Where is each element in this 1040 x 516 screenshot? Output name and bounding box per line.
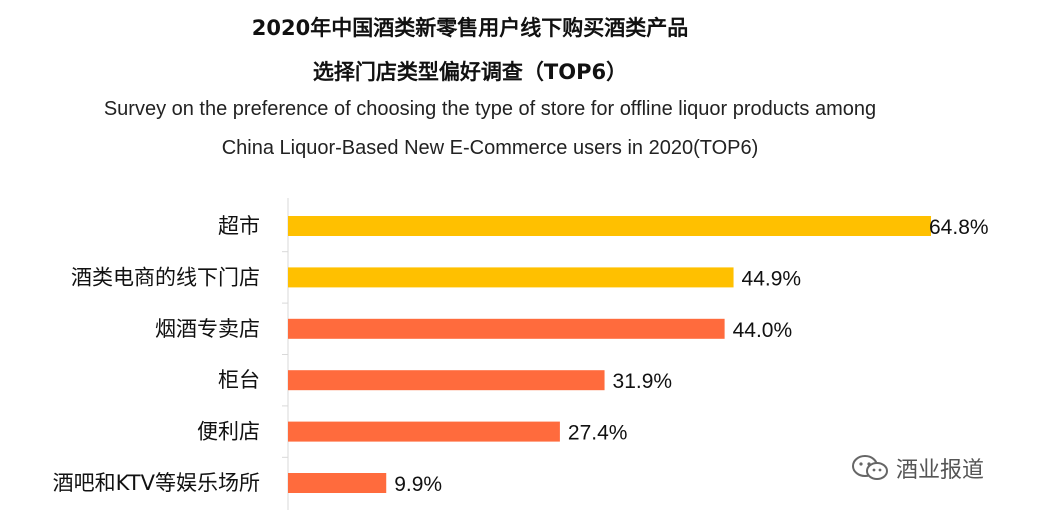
bar [288,318,725,339]
category-label: 烟酒专卖店 [155,317,260,341]
value-label: 31.9% [613,370,673,393]
value-label: 44.0% [733,319,793,342]
chart-title-en-line2: China Liquor-Based New E-Commerce users … [221,137,759,159]
value-label: 44.9% [742,267,802,290]
bar [288,421,560,442]
bar [288,216,932,236]
value-label: 27.4% [568,422,628,445]
chart-title-zh-line2: 选择门店类型偏好调查（TOP6） [312,60,628,84]
watermark-text: 酒业报道 [896,458,985,483]
chart-title-zh-line1: 2020年中国酒类新零售用户线下购买酒类产品 [251,16,689,40]
wechat-icon [852,455,888,480]
watermark: 酒业报道 [850,452,984,484]
category-label: 酒类电商的线下门店 [71,265,260,289]
value-label: 9.9% [394,473,442,496]
category-label: 柜台 [218,368,260,392]
bar [288,267,734,288]
category-label: 超市 [218,214,260,238]
value-label: 64.8% [929,216,989,239]
bar [288,473,387,493]
category-label: 酒吧和KTV等娱乐场所 [53,471,260,495]
chart-title-en-line1: Survey on the preference of choosing the… [103,98,877,120]
bar [288,370,605,391]
category-label: 便利店 [197,420,260,444]
